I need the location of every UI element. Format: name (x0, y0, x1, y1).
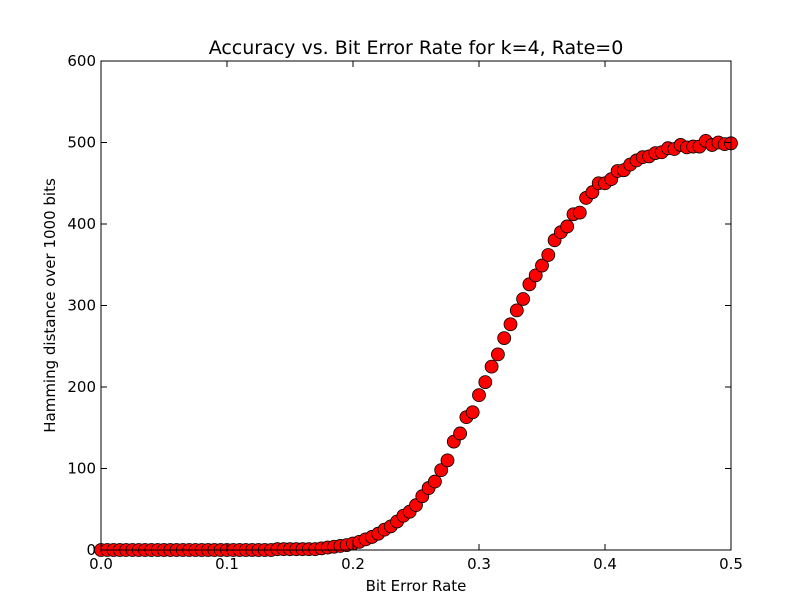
y-tick-label: 0 (86, 541, 96, 559)
x-tick-labels: 0.0 0.1 0.2 0.3 0.4 0.5 (89, 555, 743, 573)
y-tick-label: 500 (67, 134, 96, 152)
plot-area (101, 61, 731, 550)
y-axis-label: Hamming distance over 1000 bits (41, 178, 59, 433)
x-tick-label: 0.5 (719, 555, 743, 573)
y-tick-label: 200 (67, 378, 96, 396)
data-point (453, 426, 468, 441)
y-tick-label: 400 (67, 215, 96, 233)
x-tick-label: 0.3 (467, 555, 491, 573)
data-point (503, 317, 518, 332)
data-point (434, 463, 449, 478)
data-point (472, 388, 486, 403)
x-axis-label: Bit Error Rate (366, 577, 467, 595)
y-tick-label: 100 (67, 460, 96, 478)
data-point (528, 268, 543, 283)
x-tick-label: 0.4 (593, 555, 617, 573)
x-tick-label: 0.1 (215, 555, 239, 573)
data-point (541, 248, 556, 262)
data-point (465, 405, 480, 420)
y-tick-label: 600 (67, 52, 96, 70)
y-tick-label: 300 (67, 297, 96, 315)
data-point (535, 258, 549, 273)
plot-frame (100, 60, 732, 551)
data-point (560, 219, 575, 234)
data-point (516, 292, 530, 306)
data-point (497, 331, 512, 346)
data-point (509, 303, 524, 318)
chart-title: Accuracy vs. Bit Error Rate for k=4, Rat… (209, 37, 624, 59)
x-tick-label: 0.2 (341, 555, 365, 573)
data-point (490, 347, 505, 362)
data-point (440, 453, 455, 468)
y-tick-labels: 0 100 200 300 400 500 600 (67, 52, 96, 559)
data-point (478, 375, 493, 390)
data-point (572, 205, 587, 220)
x-tick-label: 0.0 (89, 555, 113, 573)
data-markers (94, 133, 738, 557)
data-point (427, 474, 442, 489)
data-point (484, 359, 499, 374)
